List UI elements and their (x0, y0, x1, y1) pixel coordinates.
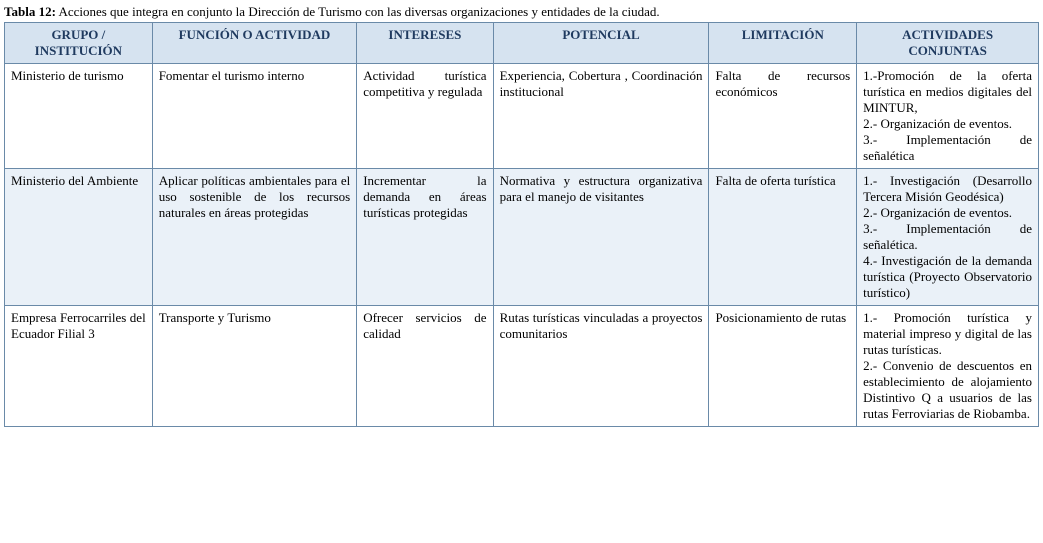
cell-actividades: 1.-Promoción de la oferta turística en m… (857, 64, 1039, 169)
cell-funcion: Transporte y Turismo (152, 306, 357, 427)
caption-label: Tabla 12: (4, 4, 56, 19)
actions-table: GRUPO / INSTITUCIÓNFUNCIÓN O ACTIVIDADIN… (4, 22, 1039, 427)
cell-funcion: Fomentar el turismo interno (152, 64, 357, 169)
cell-limitacion: Falta de oferta turística (709, 169, 857, 306)
caption-text: Acciones que integra en conjunto la Dire… (56, 4, 660, 19)
cell-intereses: Actividad turística competitiva y regula… (357, 64, 493, 169)
col-header-intereses: INTERESES (357, 23, 493, 64)
cell-actividades: 1.- Promoción turística y material impre… (857, 306, 1039, 427)
cell-potencial: Experiencia, Cobertura , Coordinación in… (493, 64, 709, 169)
col-header-actividades: ACTIVIDADES CONJUNTAS (857, 23, 1039, 64)
cell-intereses: Ofrecer servicios de calidad (357, 306, 493, 427)
cell-limitacion: Falta de recursos económicos (709, 64, 857, 169)
table-row: Empresa Ferrocarriles del Ecuador Filial… (5, 306, 1039, 427)
cell-limitacion: Posicionamiento de rutas (709, 306, 857, 427)
cell-grupo: Ministerio del Ambiente (5, 169, 153, 306)
col-header-funcion: FUNCIÓN O ACTIVIDAD (152, 23, 357, 64)
cell-funcion: Aplicar políticas ambientales para el us… (152, 169, 357, 306)
cell-potencial: Rutas turísticas vinculadas a proyectos … (493, 306, 709, 427)
col-header-grupo: GRUPO / INSTITUCIÓN (5, 23, 153, 64)
table-caption: Tabla 12: Acciones que integra en conjun… (4, 4, 1039, 20)
table-row: Ministerio del AmbienteAplicar políticas… (5, 169, 1039, 306)
table-header-row: GRUPO / INSTITUCIÓNFUNCIÓN O ACTIVIDADIN… (5, 23, 1039, 64)
col-header-potencial: POTENCIAL (493, 23, 709, 64)
cell-potencial: Normativa y estructura organizativa para… (493, 169, 709, 306)
table-row: Ministerio de turismoFomentar el turismo… (5, 64, 1039, 169)
cell-grupo: Empresa Ferrocarriles del Ecuador Filial… (5, 306, 153, 427)
cell-grupo: Ministerio de turismo (5, 64, 153, 169)
cell-intereses: Incrementar la demanda en áreas turístic… (357, 169, 493, 306)
col-header-limitacion: LIMITACIÓN (709, 23, 857, 64)
cell-actividades: 1.- Investigación (Desarrollo Tercera Mi… (857, 169, 1039, 306)
